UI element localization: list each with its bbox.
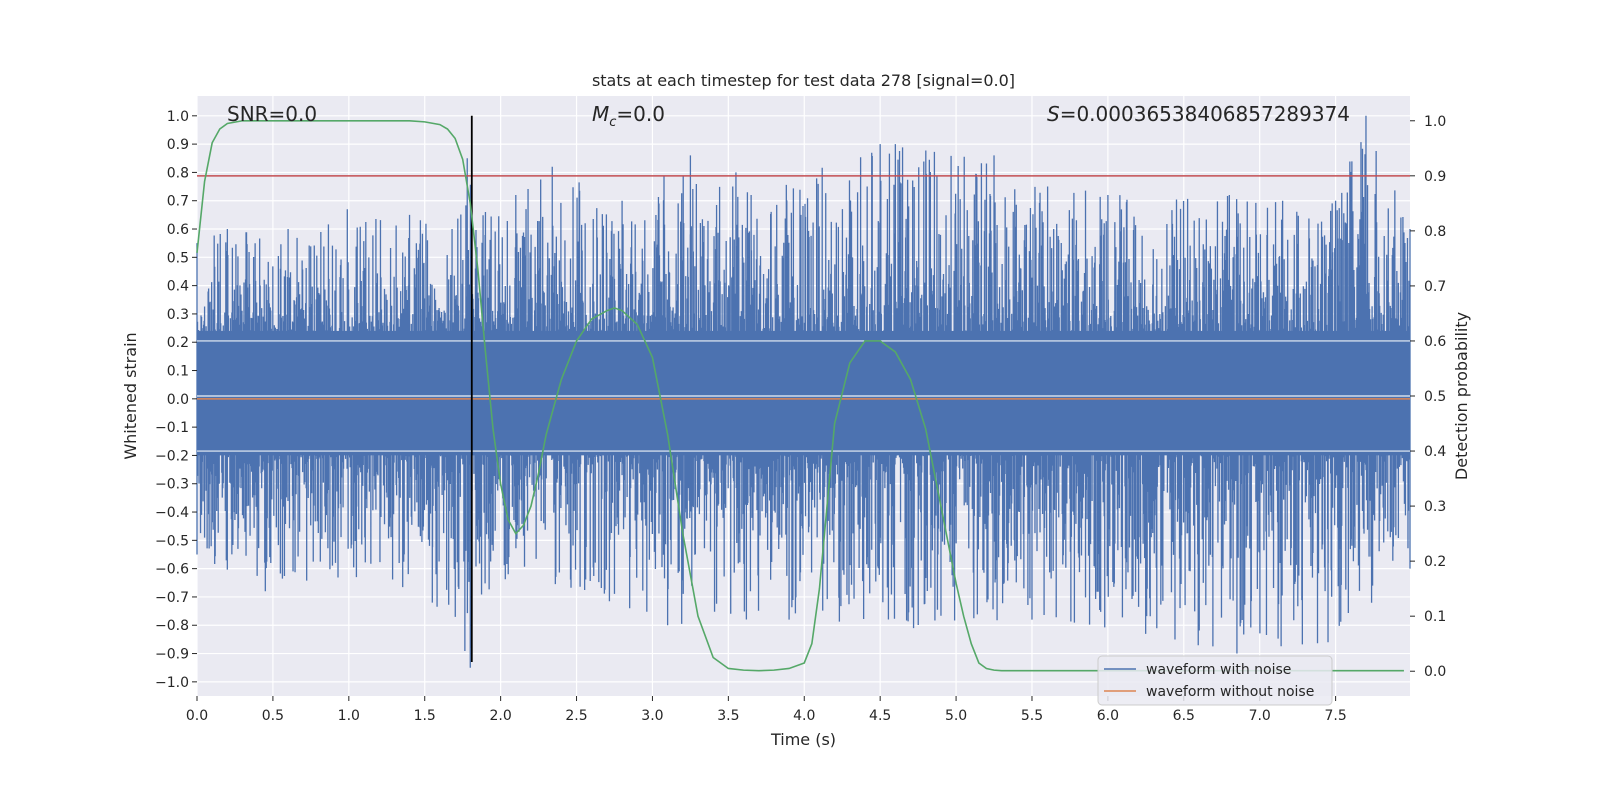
right-tick-label: 1.0 xyxy=(1424,114,1446,130)
x-tick-label: 3.5 xyxy=(717,708,739,724)
left-tick-label: −0.4 xyxy=(155,505,189,521)
right-tick-label: 0.4 xyxy=(1424,444,1446,460)
noise-dense-band xyxy=(197,330,1410,456)
right-tick-label: 0.1 xyxy=(1424,609,1446,625)
right-tick-label: 0.0 xyxy=(1424,664,1446,680)
left-tick-label: 1.0 xyxy=(167,109,189,125)
left-tick-label: −0.6 xyxy=(155,562,189,578)
left-tick-label: −0.7 xyxy=(155,590,189,606)
x-tick-label: 1.0 xyxy=(338,708,360,724)
x-axis-label: Time (s) xyxy=(770,730,836,749)
x-tick-label: 0.5 xyxy=(262,708,284,724)
left-tick-label: 0.2 xyxy=(167,335,189,351)
detection-probability-line xyxy=(196,119,1404,672)
noise-series xyxy=(196,115,1411,668)
right-tick-label: 0.6 xyxy=(1424,334,1446,350)
right-tick-label: 0.7 xyxy=(1424,279,1446,295)
right-tick-label: 0.8 xyxy=(1424,224,1446,240)
series-lines xyxy=(196,115,1410,672)
x-tick-label: 2.5 xyxy=(565,708,587,724)
left-tick-label: 0.1 xyxy=(167,364,189,380)
left-tick-label: 0.9 xyxy=(167,137,189,153)
left-tick-label: 0.6 xyxy=(167,222,189,238)
left-tick-label: 0.5 xyxy=(167,250,189,266)
x-tick-label: 6.0 xyxy=(1097,708,1119,724)
mc-annotation: Mc=0.0 xyxy=(592,102,665,130)
right-axis: 1.0 0.9 0.8 0.7 0.6 0.5 0.4 0.3 0.2 0.1 0.0 xyxy=(1410,114,1446,680)
left-tick-label: −0.8 xyxy=(155,618,189,634)
x-tick-label: 3.0 xyxy=(641,708,663,724)
x-tick-label: 1.5 xyxy=(414,708,436,724)
x-tick-label: 2.0 xyxy=(489,708,511,724)
x-tick-label: 6.5 xyxy=(1173,708,1195,724)
chart-title: stats at each timestep for test data 278… xyxy=(592,71,1015,90)
x-tick-label: 5.0 xyxy=(945,708,967,724)
legend-label-clean: waveform without noise xyxy=(1146,684,1314,700)
x-tick-label: 0.0 xyxy=(186,708,208,724)
left-tick-label: −0.5 xyxy=(155,533,189,549)
x-tick-label: 4.5 xyxy=(869,708,891,724)
left-tick-label: −0.3 xyxy=(155,477,189,493)
left-tick-label: 0.3 xyxy=(167,307,189,323)
left-tick-label: −1.0 xyxy=(155,675,189,691)
legend: waveform with noise waveform without noi… xyxy=(1097,655,1333,706)
left-tick-label: 0.7 xyxy=(167,194,189,210)
left-tick-label: −0.9 xyxy=(155,647,189,663)
y-axis-label-right: Detection probability xyxy=(1452,312,1471,480)
left-tick-label: 0.0 xyxy=(167,392,189,408)
left-tick-label: −0.2 xyxy=(155,448,189,464)
left-tick-label: 0.8 xyxy=(167,165,189,181)
x-tick-label: 7.5 xyxy=(1324,708,1346,724)
right-tick-label: 0.9 xyxy=(1424,169,1446,185)
x-tick-label: 5.5 xyxy=(1021,708,1043,724)
left-tick-label: 0.4 xyxy=(167,279,189,295)
left-tick-label: −0.1 xyxy=(155,420,189,436)
right-tick-label: 0.5 xyxy=(1424,389,1446,405)
y-axis-label-left: Whitened strain xyxy=(121,332,140,459)
legend-label-noise: waveform with noise xyxy=(1146,662,1291,678)
x-tick-label: 7.0 xyxy=(1249,708,1271,724)
snr-annotation: SNR=0.0 xyxy=(227,102,317,126)
x-tick-label: 4.0 xyxy=(793,708,815,724)
left-axis: 1.0 0.9 0.8 0.7 0.6 0.5 0.4 0.3 0.2 0.1 0.0 −0.1 −0.… xyxy=(155,109,197,691)
right-tick-label: 0.3 xyxy=(1424,499,1446,515)
right-tick-label: 0.2 xyxy=(1424,554,1446,570)
s-annotation: S=0.00036538406857289374 xyxy=(1047,102,1350,126)
